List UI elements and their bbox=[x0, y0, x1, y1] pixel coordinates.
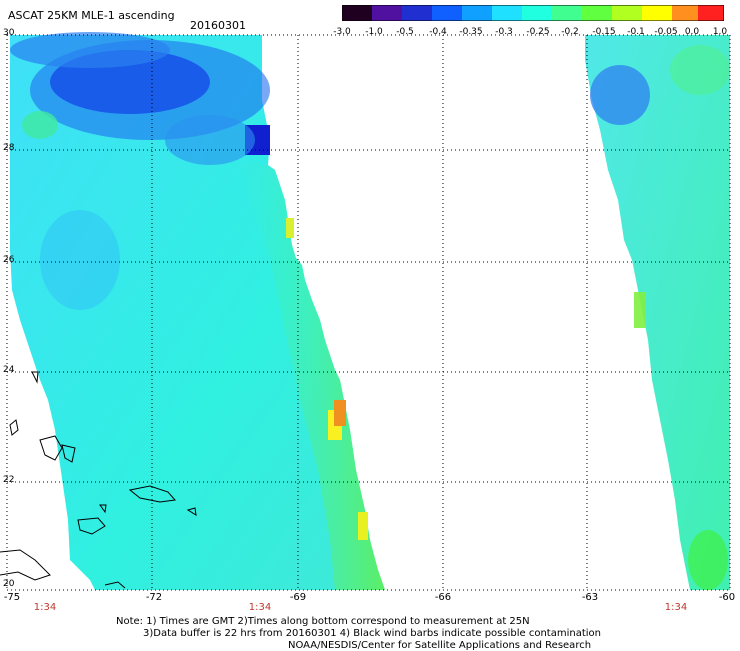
colorbar-label: -0.05 bbox=[654, 27, 678, 37]
colorbar-label: -0.1 bbox=[627, 27, 645, 37]
lat-label: 30 bbox=[3, 28, 15, 38]
time-label: 1:34 bbox=[248, 602, 272, 613]
lon-label: -60 bbox=[718, 592, 736, 603]
time-label: 1:34 bbox=[33, 602, 57, 613]
colorbar-label: -0.25 bbox=[526, 27, 550, 37]
island-outline bbox=[128, 485, 176, 503]
island-outline bbox=[0, 549, 51, 581]
lat-label: 26 bbox=[3, 255, 15, 265]
colorbar-label: -0.4 bbox=[429, 27, 447, 37]
time-label: 1:34 bbox=[664, 602, 688, 613]
lat-label: 24 bbox=[3, 365, 15, 375]
colorbar bbox=[342, 5, 724, 21]
lat-label: 22 bbox=[3, 475, 15, 485]
colorbar-label: -1.0 bbox=[365, 27, 383, 37]
wind-blob-light-blue bbox=[40, 210, 120, 310]
colorbar-label: -0.2 bbox=[561, 27, 579, 37]
swath-right-area bbox=[585, 35, 730, 590]
product-title: ASCAT 25KM MLE-1 ascending bbox=[8, 9, 175, 22]
colorbar-label: -0.15 bbox=[592, 27, 616, 37]
wind-blob-green-small bbox=[22, 111, 58, 139]
graticule bbox=[6, 34, 731, 591]
land-outlines bbox=[0, 371, 197, 589]
island-outline bbox=[186, 507, 197, 516]
swath-left-area bbox=[10, 35, 385, 590]
colorbar-label: -0.35 bbox=[459, 27, 483, 37]
lon-label: -75 bbox=[3, 592, 21, 603]
wind-blob-mid-blue bbox=[165, 115, 255, 165]
lat-label: 28 bbox=[3, 143, 15, 153]
wind-blob-orange bbox=[334, 400, 346, 426]
wind-blob-right-yellowgreen bbox=[634, 292, 646, 328]
colorbar-label: 1.0 bbox=[712, 27, 728, 37]
footer-credit: NOAA/NESDIS/Center for Satellite Applica… bbox=[288, 640, 592, 651]
wind-blob-yellow-low bbox=[358, 512, 368, 540]
footer-note-line2: 3)Data buffer is 22 hrs from 20160301 4)… bbox=[143, 628, 601, 639]
swath-right bbox=[585, 35, 730, 590]
lat-label: 20 bbox=[3, 579, 15, 589]
colorbar-label: -3.0 bbox=[333, 27, 351, 37]
wind-blob-blue-top bbox=[10, 32, 170, 68]
island-outline bbox=[99, 504, 107, 514]
island-outline bbox=[61, 444, 76, 463]
island-outline bbox=[104, 581, 126, 589]
island-outline bbox=[31, 371, 39, 384]
island-outline bbox=[39, 435, 63, 461]
lon-label: -69 bbox=[289, 592, 307, 603]
colorbar-label: -0.3 bbox=[495, 27, 513, 37]
colorbar-label: -0.5 bbox=[396, 27, 414, 37]
wind-blob-right-blue bbox=[590, 65, 650, 125]
lon-label: -72 bbox=[145, 592, 163, 603]
product-date: 20160301 bbox=[190, 19, 246, 32]
wind-blob-yellow-top bbox=[286, 218, 294, 238]
wind-blob-right-green bbox=[670, 45, 730, 95]
lon-label: -63 bbox=[581, 592, 599, 603]
lon-label: -66 bbox=[434, 592, 452, 603]
swath-left bbox=[10, 32, 385, 590]
island-outline bbox=[9, 419, 19, 436]
colorbar-label: 0.0 bbox=[684, 27, 700, 37]
footer-note-line1: Note: 1) Times are GMT 2)Times along bot… bbox=[116, 616, 530, 627]
wind-blob-right-green-low bbox=[688, 530, 728, 590]
island-outline bbox=[77, 517, 106, 535]
